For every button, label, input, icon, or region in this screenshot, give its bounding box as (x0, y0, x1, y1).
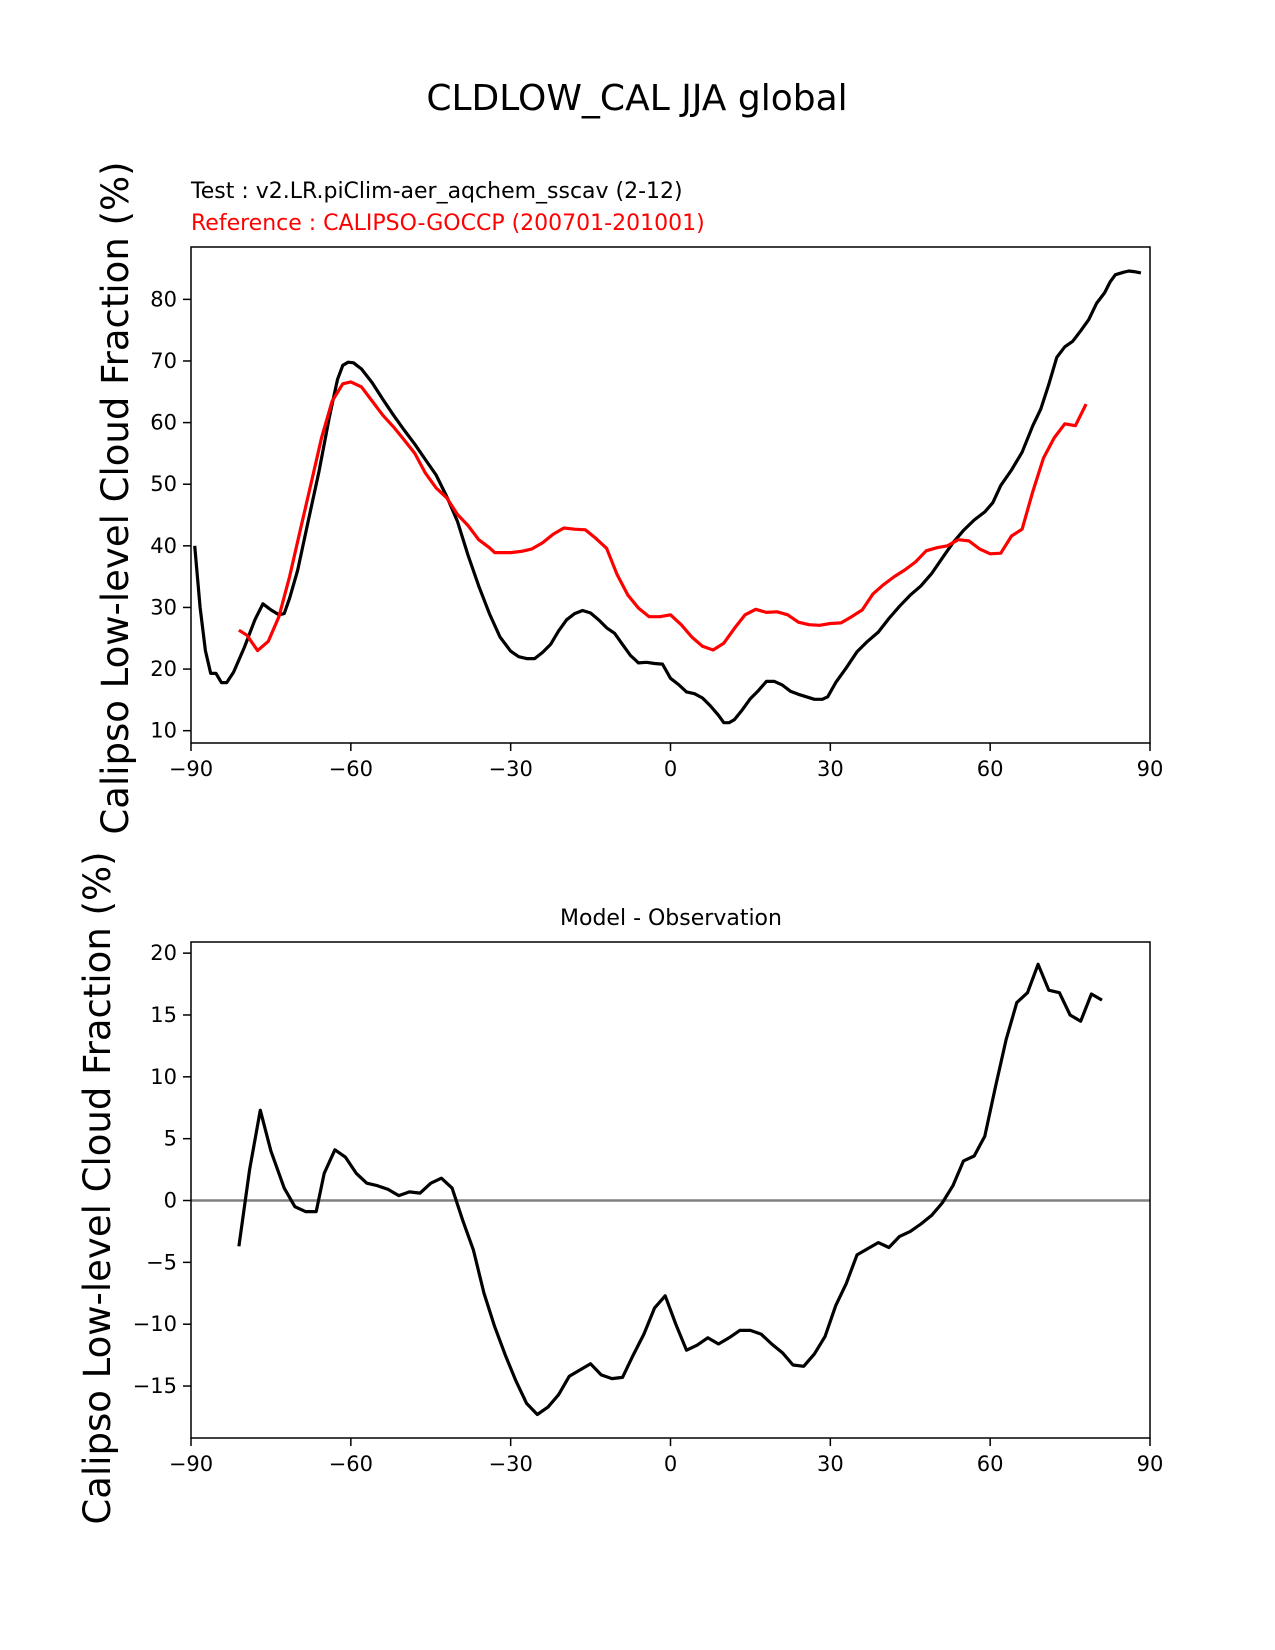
bottom-plot-area: −90 −60 −30 0 30 60 90 −15 −10 −5 0 5 10 15 20 (133, 941, 1164, 1476)
top-xtick-label: 0 (664, 757, 677, 781)
reference-title: Reference : CALIPSO-GOCCP (200701-201001… (191, 211, 705, 236)
bottom-ytick-label: 10 (150, 1065, 177, 1089)
bottom-xtick-label: 90 (1137, 1452, 1164, 1476)
bottom-ytick-label: −15 (133, 1374, 177, 1398)
top-ylabel: Calipso Low-level Cloud Fraction (%) (94, 161, 137, 834)
top-ytick-label: 40 (150, 534, 177, 558)
bottom-title: Model - Observation (560, 906, 782, 931)
bottom-axes-frame (190, 941, 1151, 1439)
bottom-xtick-label: −90 (169, 1452, 213, 1476)
bottom-xtick-label: 30 (817, 1452, 844, 1476)
bottom-ytick-label: 20 (150, 941, 177, 965)
bottom-ytick-label: −5 (146, 1250, 177, 1274)
bottom-series-model-observation (237, 962, 1103, 1417)
top-xtick-label: 30 (817, 757, 844, 781)
top-xtick-label: 60 (977, 757, 1004, 781)
top-ytick-label: 70 (150, 349, 177, 373)
figure-title: CLDLOW_CAL JJA global (426, 78, 847, 119)
bottom-panel: Model - Observation Calipso Low-level Cl… (76, 851, 1163, 1524)
top-axes-frame (190, 246, 1151, 744)
test-title: Test : v2.LR.piClim-aer_aqchem_sscav (2-… (190, 179, 683, 204)
top-ytick-label: 20 (150, 657, 177, 681)
bottom-xtick-label: 0 (664, 1452, 677, 1476)
bottom-ytick-label: 5 (164, 1127, 177, 1151)
top-series-test (193, 269, 1142, 725)
bottom-ytick-label: 15 (150, 1003, 177, 1027)
top-plot-area: −90 −60 −30 0 30 60 90 10 20 30 40 50 60 70 80 (150, 246, 1164, 781)
top-panel: Test : v2.LR.piClim-aer_aqchem_sscav (2-… (94, 161, 1163, 834)
top-series-reference (238, 380, 1088, 653)
top-ytick-label: 60 (150, 411, 177, 435)
top-xtick-label: −90 (169, 757, 213, 781)
bottom-xtick-label: −60 (329, 1452, 373, 1476)
top-ytick-label: 10 (150, 719, 177, 743)
top-ytick-label: 50 (150, 472, 177, 496)
bottom-xtick-label: 60 (977, 1452, 1004, 1476)
top-xtick-label: −60 (329, 757, 373, 781)
bottom-ytick-label: −10 (133, 1312, 177, 1336)
top-xtick-label: −30 (489, 757, 533, 781)
top-ytick-label: 80 (150, 287, 177, 311)
top-ytick-label: 30 (150, 595, 177, 619)
top-xtick-label: 90 (1137, 757, 1164, 781)
bottom-ytick-label: 0 (164, 1189, 177, 1213)
bottom-xtick-label: −30 (489, 1452, 533, 1476)
bottom-ylabel: Calipso Low-level Cloud Fraction (%) (76, 851, 119, 1524)
